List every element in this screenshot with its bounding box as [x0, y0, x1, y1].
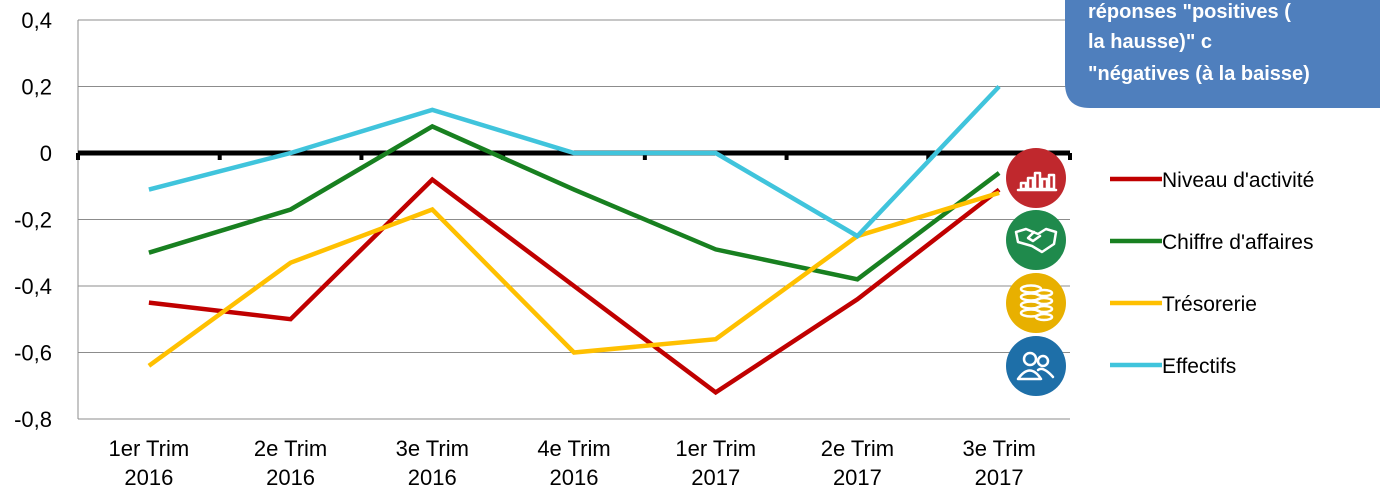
legend: Niveau d'activité Chiffre d'affaires Tréso… — [1110, 169, 1314, 378]
x-tick-label: 2016 — [408, 465, 457, 490]
x-tick-label: 2016 — [266, 465, 315, 490]
legend-label: Niveau d'activité — [1162, 169, 1314, 192]
legend-item: Chiffre d'affaires — [1110, 231, 1313, 254]
y-tick-label: -0,4 — [14, 274, 52, 299]
callout-box: réponses "positives ( la hausse)" c "nég… — [1065, 0, 1380, 108]
legend-label: Chiffre d'affaires — [1162, 231, 1313, 254]
x-tick-label: 3e Trim — [396, 436, 469, 461]
legend-label: Trésorerie — [1162, 293, 1257, 316]
x-tick-label: 2016 — [550, 465, 599, 490]
people-icon — [1006, 336, 1066, 396]
x-tick-label: 3e Trim — [962, 436, 1035, 461]
callout-shape — [1065, 0, 1380, 108]
x-axis: 1er Trim 2016 2e Trim 2016 3e Trim 2016 4e Tri… — [76, 150, 1072, 490]
x-tick-label: 4e Trim — [537, 436, 610, 461]
legend-label: Effectifs — [1162, 355, 1236, 378]
series-line — [148, 84, 1001, 239]
x-tick-label: 1er Trim — [109, 436, 190, 461]
y-tick-label: -0,2 — [14, 208, 52, 233]
callout-line-2: la hausse)" c — [1088, 31, 1212, 53]
callout-line-3: "négatives (à la baisse) — [1088, 63, 1310, 85]
x-tick-label: 2e Trim — [821, 436, 894, 461]
series-lines — [147, 84, 1001, 396]
coins-icon — [1006, 273, 1066, 333]
x-tick-label: 2017 — [691, 465, 740, 490]
legend-item: Niveau d'activité — [1110, 169, 1314, 192]
y-tick-label: -0,8 — [14, 407, 52, 432]
series-line — [148, 123, 1001, 282]
handshake-icon — [1006, 210, 1066, 270]
series-icons — [1006, 148, 1066, 396]
legend-item: Effectifs — [1110, 355, 1236, 378]
x-tick-label: 2017 — [975, 465, 1024, 490]
bar-chart-icon — [1006, 148, 1066, 208]
y-tick-label: 0,2 — [21, 75, 52, 100]
y-tick-label: 0,4 — [21, 8, 52, 33]
x-tick-label: 2016 — [124, 465, 173, 490]
legend-item: Trésorerie — [1110, 293, 1257, 316]
gridlines — [77, 19, 1070, 420]
callout-line-1: réponses "positives ( — [1088, 1, 1291, 23]
x-tick-label: 2e Trim — [254, 436, 327, 461]
y-tick-label: -0,6 — [14, 341, 52, 366]
series-line — [148, 176, 1001, 396]
x-tick-label: 2017 — [833, 465, 882, 490]
y-tick-label: 0 — [40, 141, 52, 166]
x-tick-label: 1er Trim — [675, 436, 756, 461]
y-axis-tick-labels: 0,4 0,2 0 -0,2 -0,4 -0,6 -0,8 — [14, 8, 52, 432]
